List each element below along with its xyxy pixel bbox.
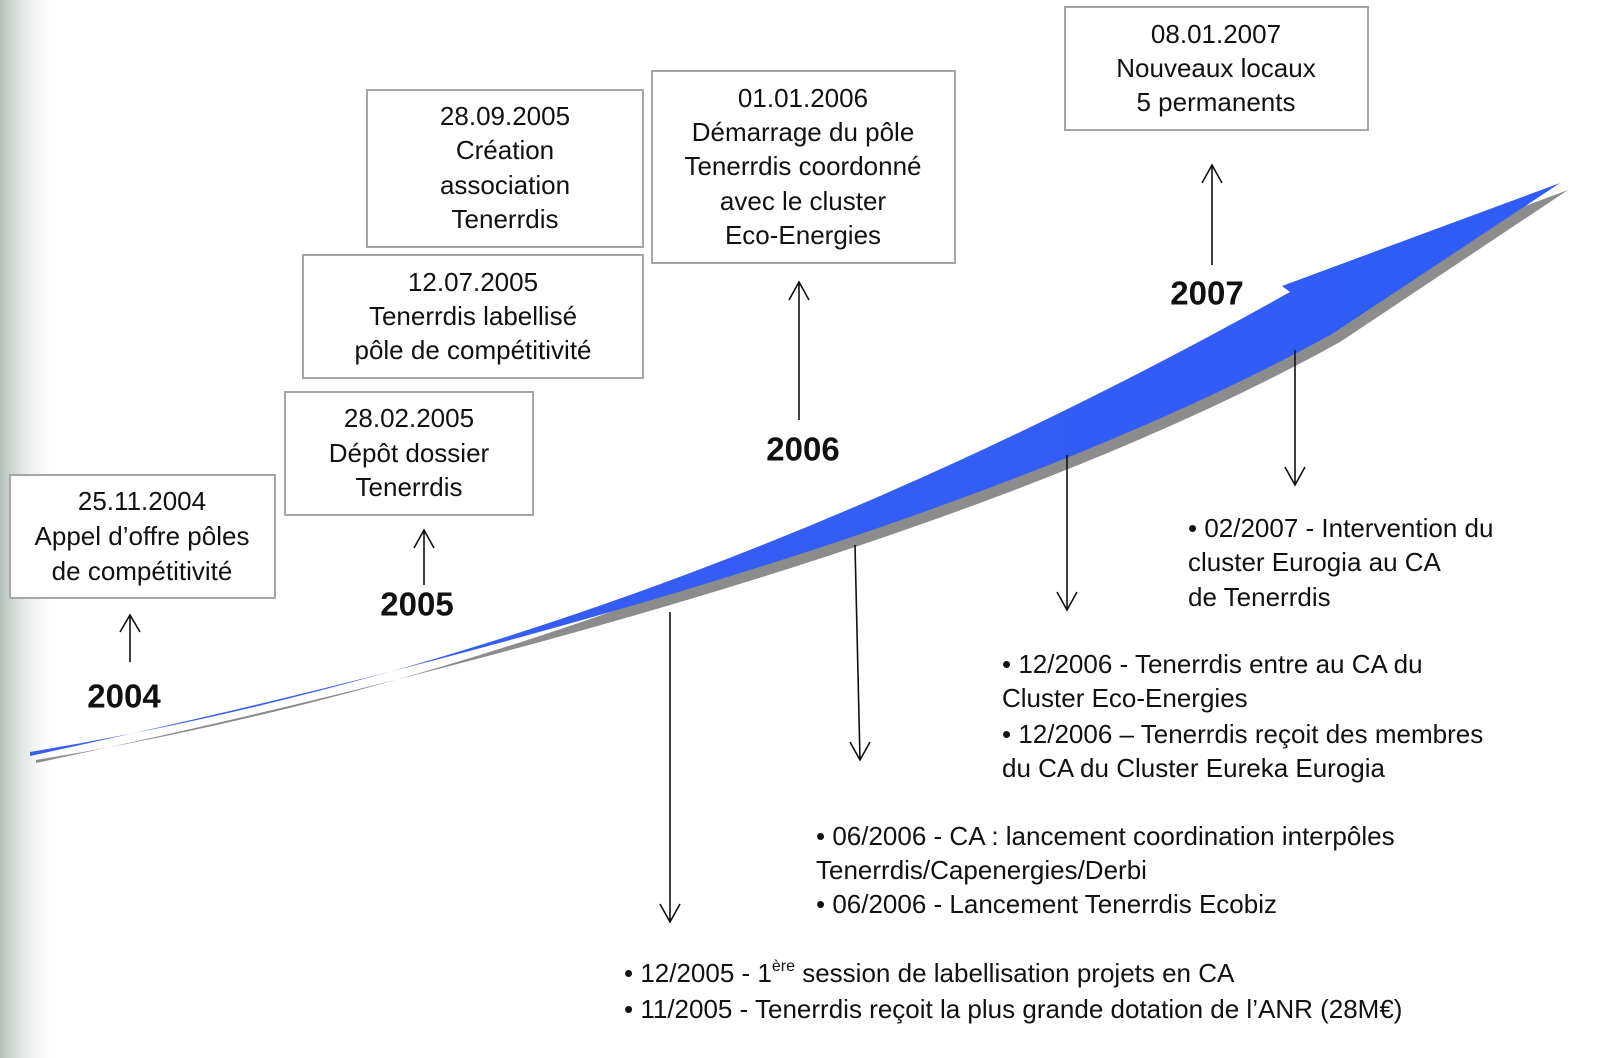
note-text: • 06/2006 - Lancement Tenerrdis Ecobiz bbox=[816, 889, 1277, 919]
note-text: de Tenerrdis bbox=[1188, 582, 1331, 612]
note-text: • 12/2005 - 1ère session de labellisatio… bbox=[624, 958, 1235, 988]
box-text: association bbox=[440, 170, 570, 200]
superscript: ère bbox=[772, 958, 795, 975]
year-label: 2006 bbox=[766, 431, 839, 468]
box-text: Tenerrdis bbox=[452, 204, 559, 234]
year-label: 2005 bbox=[380, 586, 453, 623]
box-text: de compétitivité bbox=[52, 556, 233, 586]
box-text: 01.01.2006 bbox=[738, 83, 868, 113]
timeline-slide: 25.11.2004 Appel d’offre pôles de compét… bbox=[0, 0, 1615, 1058]
box-text: Nouveaux locaux bbox=[1116, 53, 1315, 83]
box-text: Démarrage du pôle bbox=[692, 117, 915, 147]
box-text: Tenerrdis bbox=[356, 472, 463, 502]
box-text: pôle de compétitivité bbox=[354, 335, 591, 365]
note-text: • 02/2007 - Intervention du bbox=[1188, 513, 1493, 543]
note-text: • 12/2006 - Tenerrdis entre au CA du bbox=[1002, 649, 1423, 679]
year-label: 2004 bbox=[87, 678, 161, 715]
note-text: • 11/2005 - Tenerrdis reçoit la plus gra… bbox=[624, 994, 1402, 1024]
box-text: Tenerrdis labellisé bbox=[369, 301, 577, 331]
box-text: Eco-Energies bbox=[725, 220, 881, 250]
box-text: 08.01.2007 bbox=[1151, 19, 1281, 49]
note-text: • 06/2006 - CA : lancement coordination … bbox=[816, 821, 1395, 851]
note-text: Cluster Eco-Energies bbox=[1002, 683, 1248, 713]
note-text: cluster Eurogia au CA bbox=[1188, 547, 1442, 577]
box-text: avec le cluster bbox=[720, 186, 887, 216]
box-text: Création bbox=[456, 135, 554, 165]
connectors bbox=[120, 165, 1305, 922]
box-text: Tenerrdis coordonné bbox=[684, 151, 921, 181]
box-text: 5 permanents bbox=[1137, 87, 1296, 117]
year-label: 2007 bbox=[1170, 275, 1243, 312]
note-text: Tenerrdis/Capenergies/Derbi bbox=[816, 855, 1147, 885]
note-part: session de labellisation projets en CA bbox=[795, 958, 1235, 988]
box-text: 12.07.2005 bbox=[408, 267, 538, 297]
box-text: 28.09.2005 bbox=[440, 101, 570, 131]
box-text: 28.02.2005 bbox=[344, 403, 474, 433]
note-part: • 12/2005 - 1 bbox=[624, 958, 772, 988]
box-text: 25.11.2004 bbox=[78, 486, 206, 516]
note-text: • 12/2006 – Tenerrdis reçoit des membres bbox=[1002, 719, 1483, 749]
note-text: du CA du Cluster Eureka Eurogia bbox=[1002, 753, 1386, 783]
box-text: Dépôt dossier bbox=[329, 438, 490, 468]
box-text: Appel d’offre pôles bbox=[35, 521, 250, 551]
